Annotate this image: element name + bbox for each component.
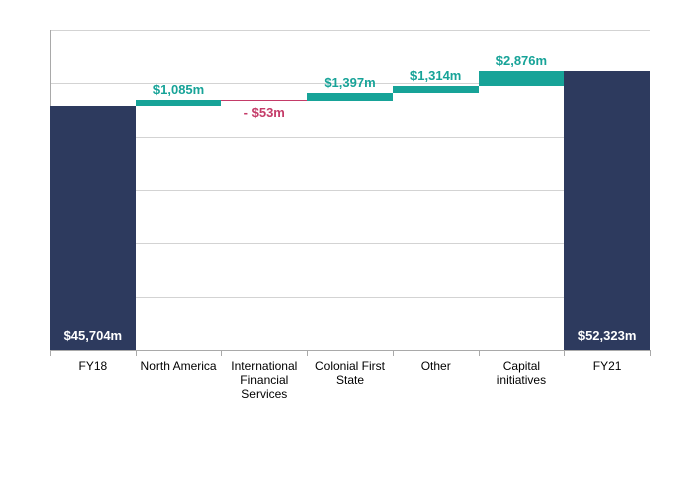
x-tick bbox=[650, 350, 651, 356]
category-label: Colonial First State bbox=[310, 360, 390, 388]
x-axis bbox=[50, 350, 650, 351]
category-label: Capital initiatives bbox=[481, 360, 561, 388]
gridline bbox=[50, 190, 650, 191]
category-label: International Financial Services bbox=[224, 360, 304, 401]
end-bar bbox=[50, 106, 136, 350]
x-tick bbox=[479, 350, 480, 356]
gridline bbox=[50, 297, 650, 298]
bar-value-label: $1,085m bbox=[136, 82, 222, 97]
increase-bar bbox=[136, 100, 222, 106]
x-tick bbox=[564, 350, 565, 356]
category-label: Other bbox=[396, 360, 476, 374]
bar-value-label: $52,323m bbox=[564, 328, 650, 343]
gridline bbox=[50, 30, 650, 31]
x-tick bbox=[221, 350, 222, 356]
gridline bbox=[50, 243, 650, 244]
plot-area: $45,704mFY18$1,085mNorth America- $53mIn… bbox=[50, 30, 650, 350]
category-label: FY21 bbox=[567, 360, 647, 374]
bar-value-label: $1,397m bbox=[307, 75, 393, 90]
x-tick bbox=[393, 350, 394, 356]
bar-value-label: $1,314m bbox=[393, 68, 479, 83]
category-label: North America bbox=[139, 360, 219, 374]
increase-bar bbox=[479, 71, 565, 86]
x-tick bbox=[136, 350, 137, 356]
end-bar bbox=[564, 71, 650, 350]
increase-bar bbox=[307, 93, 393, 100]
bar-value-label: - $53m bbox=[221, 105, 307, 120]
bar-value-label: $45,704m bbox=[50, 328, 136, 343]
decrease-bar bbox=[221, 100, 307, 101]
x-tick bbox=[307, 350, 308, 356]
bar-value-label: $2,876m bbox=[479, 53, 565, 68]
x-tick bbox=[50, 350, 51, 356]
increase-bar bbox=[393, 86, 479, 93]
gridline bbox=[50, 137, 650, 138]
waterfall-chart: $45,704m FY18 $1,085m North America - $53m In… bbox=[0, 0, 689, 500]
category-label: FY18 bbox=[53, 360, 133, 374]
